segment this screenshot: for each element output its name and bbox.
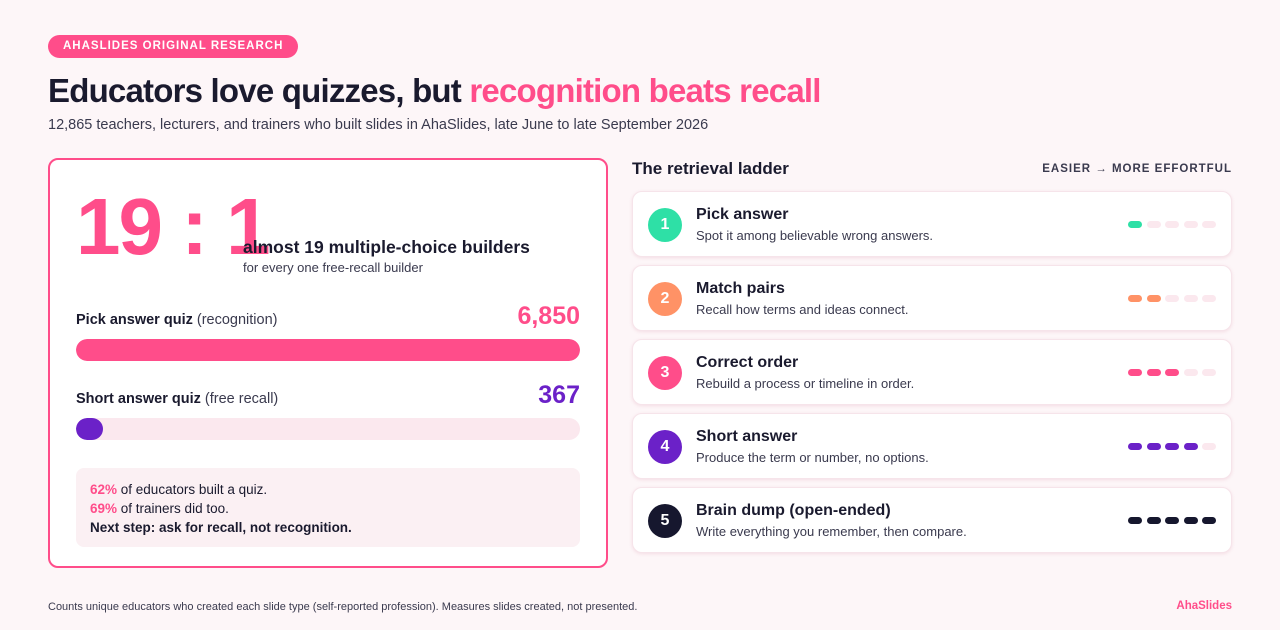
effort-level-indicator <box>1128 295 1216 303</box>
effort-dot-filled <box>1128 295 1142 302</box>
step-title: Pick answer <box>696 206 789 223</box>
effort-dot-empty <box>1202 295 1216 302</box>
bar-label-pick-answer: Pick answer quiz (recognition) <box>76 312 277 328</box>
note-pct-educators: 62% <box>90 482 118 497</box>
ladder-step: 3 Correct order Rebuild a process or timel… <box>632 339 1232 405</box>
title-highlight: recognition beats recall <box>469 72 821 109</box>
step-title: Brain dump (open-ended) <box>696 502 891 519</box>
bar-track-short-answer <box>76 418 580 440</box>
effort-dot-empty <box>1183 221 1198 228</box>
note-line-2: 69% of trainers did too. <box>90 499 566 518</box>
step-title: Match pairs <box>696 280 785 297</box>
effort-dot-filled <box>1146 295 1161 302</box>
ratio-headline: almost 19 multiple-choice builders <box>243 237 530 257</box>
effort-dot-empty <box>1202 221 1216 228</box>
ratio-subline: for every one free-recall builder <box>243 260 423 275</box>
effort-dot-empty <box>1165 295 1179 302</box>
step-title: Correct order <box>696 354 799 371</box>
effort-dot-filled <box>1128 221 1142 228</box>
effort-dot-filled <box>1183 443 1198 450</box>
bar-label-short-answer: Short answer quiz (free recall) <box>76 391 278 407</box>
page-title: Educators love quizzes, but recognition … <box>48 70 821 112</box>
effort-dot-empty <box>1146 221 1161 228</box>
ladder-step: 1 Pick answer Spot it among believable wro… <box>632 191 1232 257</box>
bar-value-pick-answer: 6,850 <box>517 302 580 330</box>
step-description: Produce the term or number, no options. <box>696 450 929 465</box>
step-number-badge: 1 <box>648 208 682 242</box>
ladder-step: 5 Brain dump (open-ended) Write everything… <box>632 487 1232 553</box>
step-number-badge: 4 <box>648 430 682 464</box>
ratio-value: 19 : 1 <box>76 182 271 271</box>
step-number-badge: 2 <box>648 282 682 316</box>
effort-level-indicator <box>1128 221 1216 229</box>
brand-logo: AhaSlides <box>1176 600 1232 612</box>
title-main: Educators love quizzes, but <box>48 72 470 109</box>
effort-dot-filled <box>1146 369 1161 376</box>
ladder-title: The retrieval ladder <box>632 159 789 178</box>
effort-dot-empty <box>1165 221 1179 228</box>
effort-dot-empty <box>1202 369 1216 376</box>
effort-dot-filled <box>1202 517 1216 524</box>
effort-dot-filled <box>1128 443 1142 450</box>
effort-dot-empty <box>1183 295 1198 302</box>
note-line-1: 62% of educators built a quiz. <box>90 480 566 499</box>
bar-category: Pick answer quiz <box>76 312 193 328</box>
page-subtitle: 12,865 teachers, lecturers, and trainers… <box>48 117 709 133</box>
effort-dot-filled <box>1165 443 1179 450</box>
bar-fill-short-answer <box>76 418 103 440</box>
effort-dot-filled <box>1165 517 1179 524</box>
bar-category: Short answer quiz <box>76 391 201 407</box>
effort-level-indicator <box>1128 369 1216 377</box>
step-description: Rebuild a process or timeline in order. <box>696 376 915 391</box>
effort-dot-filled <box>1128 517 1142 524</box>
effort-dot-filled <box>1128 369 1142 376</box>
summary-card: 19 : 1 almost 19 multiple-choice builder… <box>48 158 608 568</box>
step-number-badge: 3 <box>648 356 682 390</box>
bar-category-note: (recognition) <box>196 312 278 328</box>
ladder-hint: EASIER → MORE EFFORTFUL <box>1042 163 1232 175</box>
insight-note: 62% of educators built a quiz. 69% of tr… <box>76 468 580 547</box>
effort-dot-filled <box>1165 369 1179 376</box>
footnote: Counts unique educators who created each… <box>48 601 638 613</box>
note-text-educators: of educators built a quiz. <box>117 482 268 497</box>
step-number-badge: 5 <box>648 504 682 538</box>
note-text-trainers: of trainers did too. <box>117 501 229 516</box>
note-next-step: Next step: ask for recall, not recogniti… <box>90 520 352 535</box>
effort-dot-filled <box>1146 443 1161 450</box>
bar-fill-pick-answer <box>76 339 580 361</box>
effort-dot-empty <box>1202 443 1216 450</box>
effort-dot-filled <box>1146 517 1161 524</box>
effort-level-indicator <box>1128 517 1216 525</box>
ladder-step: 4 Short answer Produce the term or number,… <box>632 413 1232 479</box>
note-line-3: Next step: ask for recall, not recogniti… <box>90 518 566 537</box>
note-pct-trainers: 69% <box>90 501 118 516</box>
effort-dot-filled <box>1183 517 1198 524</box>
effort-dot-empty <box>1183 369 1198 376</box>
effort-level-indicator <box>1128 443 1216 451</box>
step-description: Spot it among believable wrong answers. <box>696 228 934 243</box>
ladder-step: 2 Match pairs Recall how terms and ideas c… <box>632 265 1232 331</box>
bar-track-pick-answer <box>76 339 580 361</box>
bar-value-short-answer: 367 <box>538 381 580 409</box>
step-title: Short answer <box>696 428 798 445</box>
ratio-description: almost 19 multiple-choice builders for e… <box>243 237 530 275</box>
research-badge: AHASLIDES ORIGINAL RESEARCH <box>48 35 299 58</box>
step-description: Recall how terms and ideas connect. <box>696 302 909 317</box>
step-description: Write everything you remember, then comp… <box>696 524 967 539</box>
bar-category-note: (free recall) <box>204 391 279 407</box>
